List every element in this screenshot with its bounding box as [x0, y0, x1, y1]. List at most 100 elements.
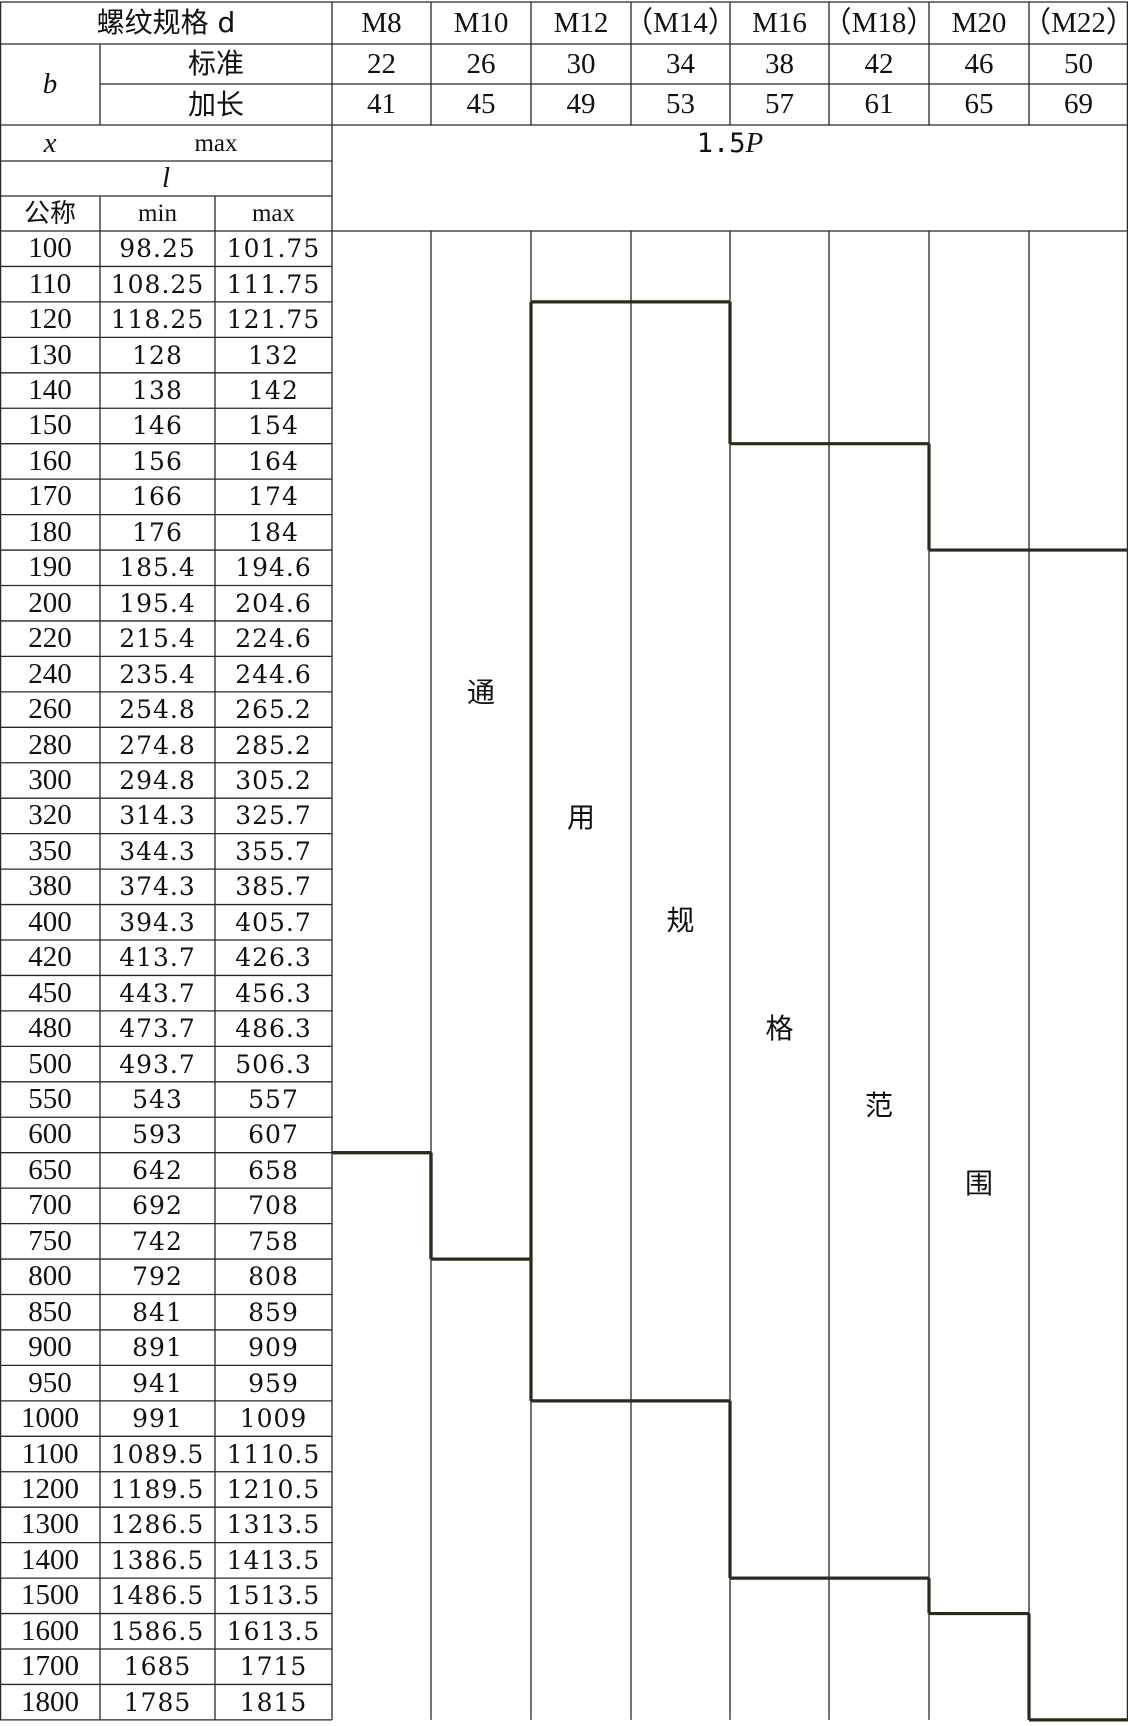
l-col-min: min	[138, 200, 177, 227]
l-nominal: 420	[28, 941, 72, 974]
l-min: 176	[132, 517, 183, 547]
b-standard-value: 22	[367, 47, 396, 80]
l-max: 132	[248, 340, 299, 370]
l-max: 154	[248, 411, 299, 441]
l-min: 254.8	[119, 695, 196, 725]
l-min: 166	[132, 482, 183, 512]
l-nominal: 260	[28, 693, 72, 726]
l-nominal: 950	[28, 1366, 72, 1399]
l-min: 443.7	[119, 978, 196, 1008]
l-min: 146	[132, 411, 183, 441]
l-min: 543	[132, 1085, 183, 1115]
l-nominal: 1800	[21, 1685, 79, 1718]
b-standard-value: 38	[765, 47, 794, 80]
l-nominal: 1100	[21, 1437, 79, 1470]
l-min: 374.3	[119, 872, 196, 902]
l-max: 194.6	[235, 553, 312, 583]
l-min: 1189.5	[110, 1474, 205, 1504]
l-nominal: 650	[28, 1153, 72, 1186]
l-col-nominal: 公称	[23, 198, 76, 229]
x-value: 1.5 P	[696, 126, 764, 159]
b-standard-value: 50	[1064, 47, 1093, 80]
l-min: 493.7	[119, 1049, 196, 1079]
size-header-3: （M14）	[631, 6, 730, 39]
l-nominal: 320	[28, 799, 72, 832]
l-min: 274.8	[119, 730, 196, 760]
l-max: 204.6	[235, 588, 312, 618]
b-extended-value: 53	[666, 88, 695, 120]
l-max: 1413.5	[226, 1545, 321, 1575]
l-min: 1286.5	[110, 1510, 205, 1540]
l-nominal: 380	[28, 870, 72, 903]
l-max: 1210.5	[226, 1474, 321, 1504]
l-nominal: 170	[28, 480, 72, 513]
b-extended-value: 45	[466, 88, 496, 120]
range-text-char: 格	[765, 1012, 794, 1045]
l-min: 1586.5	[110, 1616, 205, 1646]
l-max: 1715	[239, 1652, 308, 1682]
b-standard-value: 26	[466, 47, 496, 80]
size-header-2: M12	[553, 6, 609, 39]
l-nominal: 550	[28, 1083, 72, 1116]
l-max: 506.3	[235, 1049, 312, 1079]
l-min: 108.25	[110, 269, 205, 299]
l-max: 456.3	[235, 978, 312, 1008]
l-nominal: 900	[28, 1331, 72, 1364]
l-min: 235.4	[119, 659, 196, 689]
b-extended-value: 49	[566, 88, 596, 120]
l-min: 792	[132, 1262, 183, 1292]
l-max: 658	[248, 1155, 299, 1185]
l-min: 1486.5	[110, 1581, 205, 1611]
l-nominal: 1500	[21, 1579, 79, 1612]
l-max: 758	[248, 1226, 299, 1256]
l-max: 557	[248, 1085, 299, 1115]
l-max: 1313.5	[226, 1510, 321, 1540]
l-min: 344.3	[119, 836, 196, 866]
l-max: 355.7	[235, 836, 312, 866]
l-max: 184	[248, 517, 299, 547]
l-nominal: 1200	[21, 1472, 79, 1505]
l-max: 426.3	[235, 943, 312, 973]
l-nominal: 500	[28, 1047, 72, 1080]
l-max: 121.75	[226, 305, 321, 335]
l-min: 991	[132, 1404, 183, 1434]
l-min: 473.7	[119, 1014, 196, 1044]
l-max: 909	[248, 1333, 299, 1363]
l-max: 111.75	[226, 269, 321, 299]
l-min: 742	[132, 1226, 183, 1256]
l-min: 314.3	[119, 801, 196, 831]
size-header-7: （M22）	[1029, 6, 1128, 39]
range-text-char: 通	[466, 676, 495, 709]
b-symbol: b	[42, 68, 58, 100]
l-max: 808	[248, 1262, 299, 1292]
l-max: 1815	[239, 1687, 308, 1717]
l-min: 138	[132, 376, 183, 406]
b-standard-value: 42	[864, 47, 894, 80]
l-symbol: l	[161, 162, 171, 194]
l-nominal: 130	[28, 338, 72, 371]
l-nominal: 600	[28, 1118, 72, 1151]
l-nominal: 350	[28, 834, 72, 867]
l-nominal: 160	[28, 444, 72, 477]
range-text-char: 用	[566, 801, 595, 834]
size-header-6: M20	[951, 6, 1007, 39]
l-col-max: max	[251, 200, 296, 227]
l-nominal: 850	[28, 1295, 72, 1328]
l-max: 959	[248, 1368, 299, 1398]
l-min: 642	[132, 1155, 183, 1185]
l-min: 215.4	[119, 624, 196, 654]
l-nominal: 400	[28, 905, 72, 938]
range-text-char: 规	[666, 904, 695, 937]
l-min: 185.4	[119, 553, 196, 583]
l-nominal: 180	[28, 515, 72, 548]
b-extended-value: 61	[864, 88, 894, 120]
l-nominal: 190	[28, 551, 72, 584]
l-max: 285.2	[235, 730, 312, 760]
l-nominal: 240	[28, 657, 72, 690]
l-max: 244.6	[235, 659, 312, 689]
l-max: 1110.5	[226, 1439, 321, 1469]
l-max: 174	[248, 482, 299, 512]
l-max: 385.7	[235, 872, 312, 902]
l-max: 405.7	[235, 907, 312, 937]
